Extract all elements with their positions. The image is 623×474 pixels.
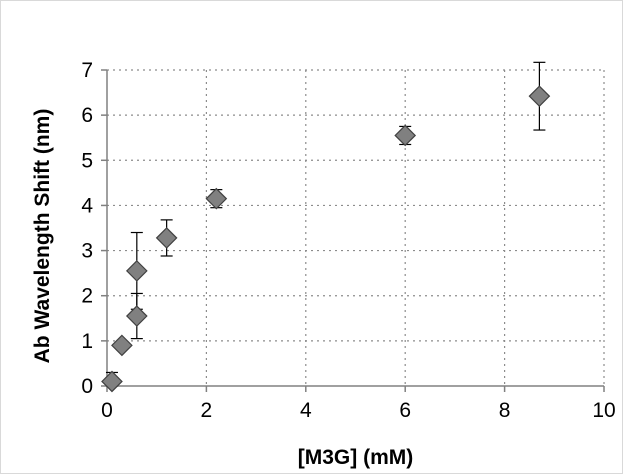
y-tick-label: 2 <box>81 285 93 308</box>
axes <box>101 69 605 392</box>
data-points <box>101 85 551 393</box>
x-tick-label: 0 <box>101 399 113 422</box>
x-tick-label: 4 <box>300 399 312 422</box>
y-tick-label: 5 <box>81 149 93 172</box>
x-tick-label: 10 <box>592 399 615 422</box>
data-point <box>155 227 178 249</box>
x-tick-label: 8 <box>499 399 511 422</box>
y-axis-title: Ab Wavelength Shift (nm) <box>31 109 54 364</box>
grid-lines <box>107 69 605 386</box>
x-tick-label: 2 <box>201 399 213 422</box>
y-tick-labels: 0 1 2 3 4 5 6 7 <box>81 59 93 398</box>
x-tick-labels: 0 2 4 6 8 10 <box>101 399 616 422</box>
error-bars <box>105 61 546 387</box>
data-point <box>125 305 148 327</box>
data-point <box>528 85 551 108</box>
x-tick-label: 6 <box>399 399 411 422</box>
data-point <box>101 370 123 393</box>
y-tick-label: 4 <box>81 194 93 217</box>
data-point <box>125 260 148 282</box>
y-tick-label: 7 <box>81 59 93 82</box>
y-tick-label: 1 <box>81 330 93 353</box>
data-point <box>111 334 133 357</box>
y-tick-label: 0 <box>81 375 93 398</box>
data-point <box>205 187 228 210</box>
y-tick-label: 3 <box>81 240 93 263</box>
data-point <box>394 124 417 147</box>
y-tick-label: 6 <box>81 104 93 127</box>
x-axis-title: [M3G] (mM) <box>298 446 413 469</box>
